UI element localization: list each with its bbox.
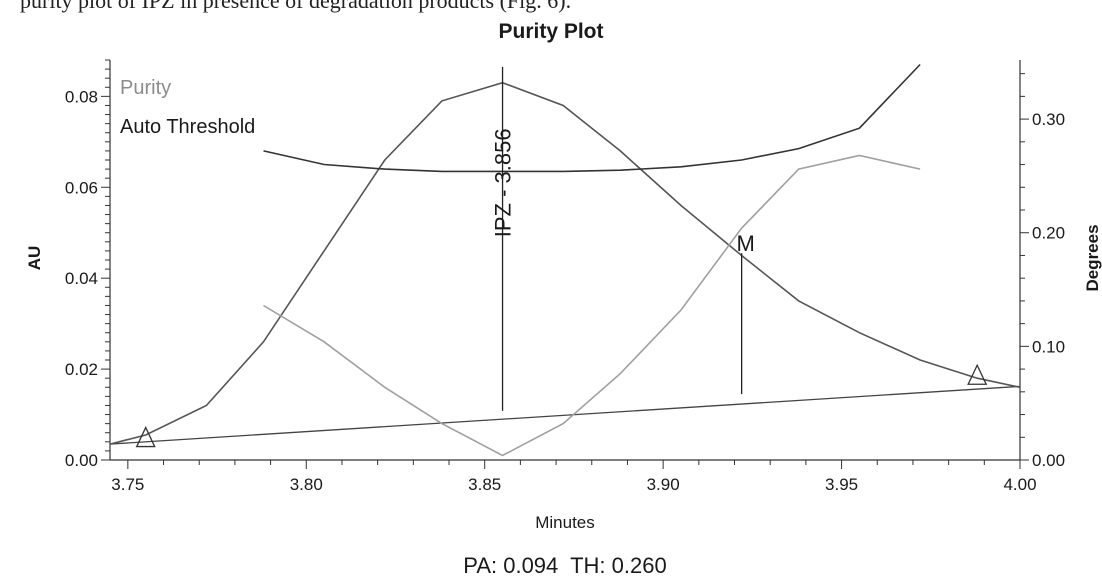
legend: Purity Auto Threshold: [120, 77, 255, 138]
peak-label: IPZ - 3.856: [491, 128, 516, 237]
x-tick-label: 4.00: [1003, 475, 1036, 494]
integration-marker-triangle: [967, 363, 988, 385]
m-marker-label: M: [736, 231, 754, 256]
y-left-tick-label: 0.02: [65, 360, 98, 379]
y-axis-right-ticks: 0.00 0.10 0.20 0.30: [1020, 73, 1065, 470]
y-left-tick-label: 0.08: [65, 87, 98, 106]
x-tick-label: 3.85: [468, 475, 501, 494]
auto-threshold-line: [263, 63, 921, 173]
chart-title: Purity Plot: [498, 20, 603, 43]
integration-marker-triangle: [135, 426, 156, 448]
chromatogram-line: [109, 81, 1021, 445]
caption-fragment: purity plot of IPZ in presence of degrad…: [20, 0, 571, 13]
legend-purity: Purity: [120, 77, 171, 99]
y-right-tick-label: 0.00: [1032, 451, 1065, 470]
y-right-tick-label: 0.30: [1032, 110, 1065, 129]
footer-pa-th: PA: 0.094 TH: 0.260: [463, 553, 666, 578]
y-left-tick-label: 0.00: [65, 451, 98, 470]
x-tick-label: 3.95: [825, 475, 858, 494]
x-tick-label: 3.80: [290, 475, 323, 494]
y-axis-left-title: AU: [25, 246, 44, 271]
purity-line: [263, 154, 921, 457]
y-left-tick-label: 0.04: [65, 269, 98, 288]
x-axis-title: Minutes: [535, 513, 595, 532]
y-axis-right-title: Degrees: [1083, 224, 1102, 291]
series-layer: [109, 63, 1021, 457]
legend-auto-threshold: Auto Threshold: [120, 116, 255, 138]
x-tick-label: 3.90: [647, 475, 680, 494]
y-right-tick-label: 0.20: [1032, 224, 1065, 243]
y-axis-left-ticks: 0.00 0.02 0.04 0.06 0.08: [65, 59, 110, 470]
x-axis-ticks: 3.75 3.80 3.85 3.90 3.95 4.00: [111, 460, 1037, 494]
y-right-tick-label: 0.10: [1032, 337, 1065, 356]
integration-baseline: [109, 385, 1021, 445]
marker-layer: IPZ - 3.856 M: [135, 66, 988, 448]
x-tick-label: 3.75: [111, 475, 144, 494]
y-left-tick-label: 0.06: [65, 178, 98, 197]
